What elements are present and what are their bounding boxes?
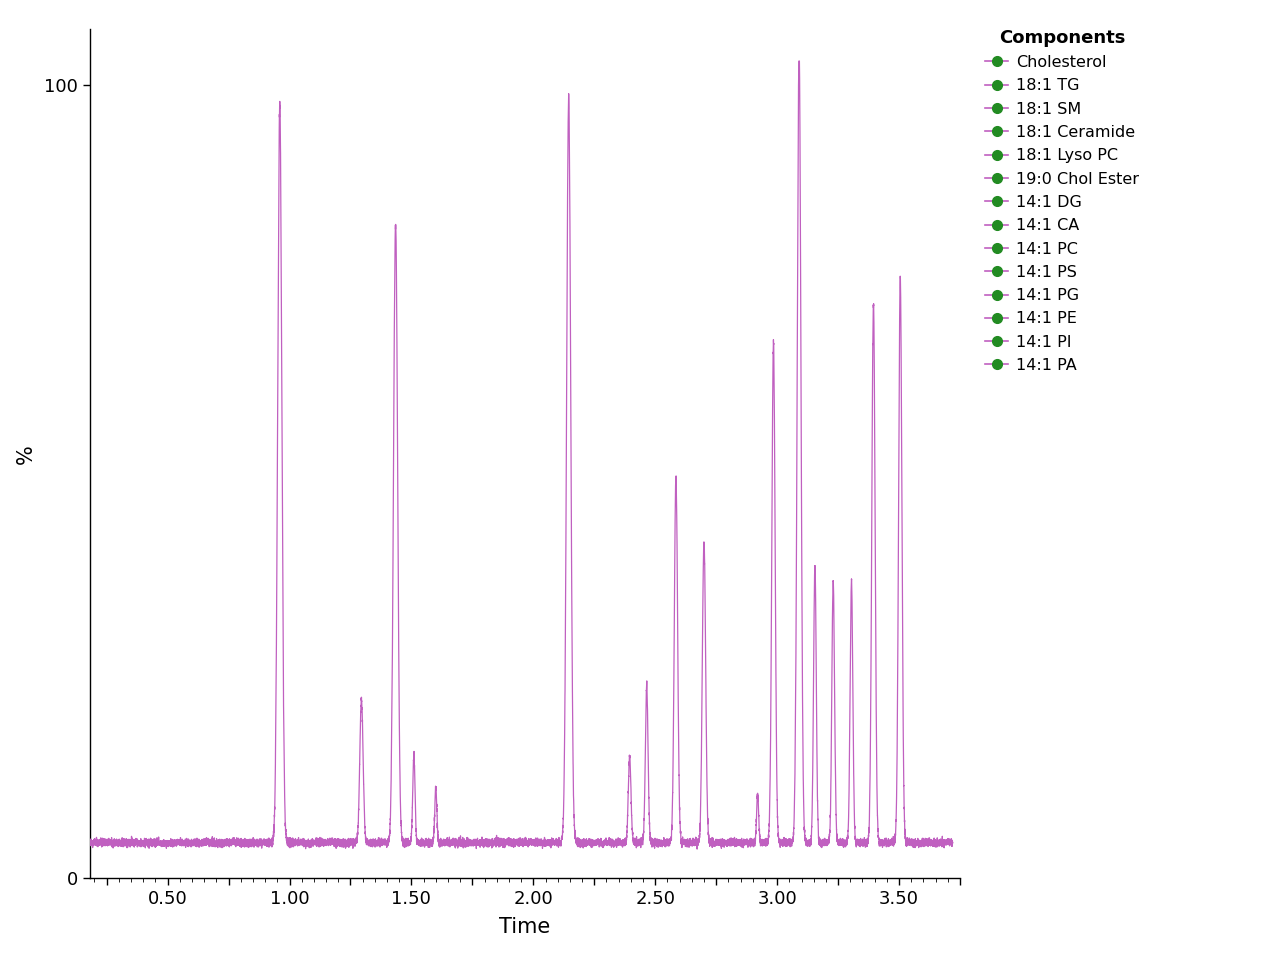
Legend: Cholesterol, 18:1 TG, 18:1 SM, 18:1 Ceramide, 18:1 Lyso PC, 19:0 Chol Ester, 14:: Cholesterol, 18:1 TG, 18:1 SM, 18:1 Cera…: [986, 28, 1139, 373]
Y-axis label: %: %: [15, 444, 36, 464]
X-axis label: Time: Time: [499, 916, 550, 937]
